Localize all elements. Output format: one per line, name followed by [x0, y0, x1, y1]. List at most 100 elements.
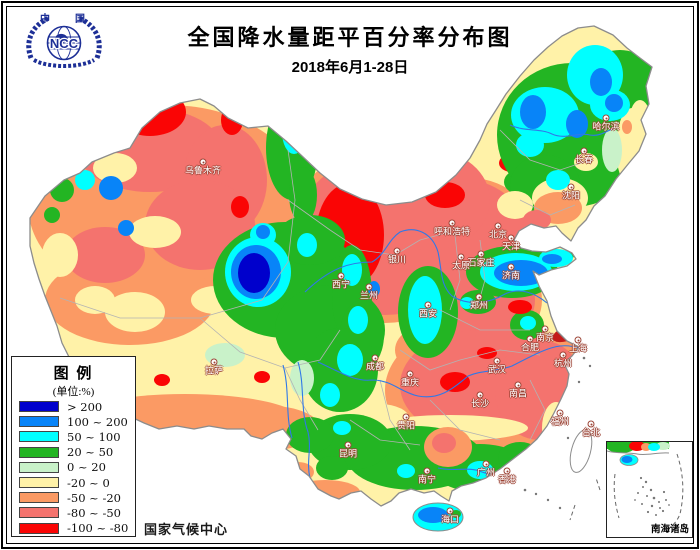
legend-row: 20 ~ 50: [12, 445, 135, 460]
city-label: 重庆: [400, 377, 420, 388]
city-marker: [503, 467, 511, 475]
city-label: 西安: [418, 308, 438, 319]
city-label: 南昌: [508, 388, 528, 399]
page-title: 全国降水量距平百分率分布图: [187, 25, 513, 50]
city-label: 贵阳: [396, 420, 416, 431]
legend-label: 100 ~ 200: [67, 414, 128, 429]
city-label: 海口: [440, 514, 460, 525]
legend-row: -80 ~ -50: [12, 505, 135, 520]
legend-swatch: [19, 401, 59, 413]
legend-row: 100 ~ 200: [12, 414, 135, 429]
city-label: 福州: [550, 416, 570, 427]
city-marker: [574, 336, 582, 344]
city-marker: [199, 158, 207, 166]
city-marker: [393, 247, 401, 255]
agency-credit: 国家气候中心: [144, 522, 229, 537]
city-marker: [402, 413, 410, 421]
city-label: 昆明: [338, 448, 358, 459]
city-marker: [602, 114, 610, 122]
city-label: 香港: [497, 474, 517, 485]
legend-swatch: [19, 446, 59, 458]
city-marker: [457, 253, 465, 261]
legend-label: -100 ~ -80: [67, 521, 129, 536]
city-marker: [344, 441, 352, 449]
south-china-sea-inset: 南海诸岛: [606, 441, 693, 538]
legend-label: -20 ~ 0: [67, 475, 110, 490]
legend-unit: (单位:%): [52, 386, 95, 398]
city-marker: [210, 358, 218, 366]
city-label: 太原: [451, 260, 471, 271]
city-label: 北京: [488, 229, 508, 240]
inset-islets: [634, 476, 670, 516]
legend-swatch: [19, 416, 59, 428]
city-marker: [477, 250, 485, 258]
city-label: 银川: [387, 254, 407, 265]
city-marker: [365, 283, 373, 291]
city-marker: [526, 335, 534, 343]
legend-label: 0 ~ 20: [67, 460, 106, 475]
city-label: 兰州: [359, 290, 379, 301]
legend-label: -80 ~ -50: [67, 505, 121, 520]
city-marker: [587, 420, 595, 428]
city-label: 合肥: [520, 342, 540, 353]
city-marker: [507, 263, 515, 271]
city-marker: [494, 222, 502, 230]
inset-label: 南海诸岛: [650, 525, 689, 535]
page-subtitle: 2018年6月1-28日: [291, 59, 409, 76]
legend-row: 50 ~ 100: [12, 429, 135, 444]
city-label: 武汉: [487, 364, 507, 375]
city-marker: [371, 354, 379, 362]
city-label: 天津: [501, 241, 521, 252]
logo-wreath-bottom: [33, 58, 95, 68]
legend-swatch: [19, 507, 59, 519]
city-marker: [493, 357, 501, 365]
legend-title: 图 例: [53, 366, 94, 382]
legend-label: 50 ~ 100: [67, 429, 121, 444]
city-label: 南京: [535, 332, 555, 343]
legend-row: 0 ~ 20: [12, 460, 135, 475]
legend-swatch: [19, 522, 59, 534]
china-coastline: [29, 25, 653, 507]
city-label: 南宁: [417, 474, 437, 485]
city-label: 郑州: [469, 300, 489, 311]
logo-acronym: NCC: [50, 36, 79, 51]
legend-swatch: [19, 461, 59, 473]
legend-swatch: [19, 492, 59, 504]
legend-label: 20 ~ 50: [67, 445, 114, 460]
city-marker: [514, 381, 522, 389]
legend-swatch: [19, 431, 59, 443]
legend-row: -50 ~ -20: [12, 490, 135, 505]
city-label: 长沙: [470, 398, 490, 409]
rivers: [282, 124, 616, 479]
city-marker: [406, 370, 414, 378]
city-marker: [475, 293, 483, 301]
offshore-islets: [523, 356, 601, 521]
city-label: 杭州: [553, 358, 573, 369]
city-label: 西宁: [331, 279, 351, 290]
city-label: 长春: [574, 154, 594, 165]
city-label: 台北: [581, 427, 601, 438]
city-marker: [423, 467, 431, 475]
legend-label: > 200: [67, 399, 103, 414]
city-label: 石家庄: [467, 257, 495, 268]
city-marker: [567, 183, 575, 191]
city-label: 沈阳: [561, 190, 581, 201]
city-label: 乌鲁木齐: [184, 165, 222, 176]
city-marker: [476, 391, 484, 399]
city-label: 上海: [568, 343, 588, 354]
city-label: 拉萨: [204, 365, 224, 376]
ncc-logo-emblem: 中 国 NCC: [26, 12, 102, 68]
city-marker: [580, 147, 588, 155]
legend-row: -100 ~ -80: [12, 521, 135, 536]
legend-swatch: [19, 477, 59, 489]
logo-landmass: [55, 33, 68, 43]
legend-row: -20 ~ 0: [12, 475, 135, 490]
taiwan-island: [569, 429, 593, 473]
city-marker: [448, 219, 456, 227]
city-marker: [541, 325, 549, 333]
city-label: 哈尔滨: [592, 121, 620, 132]
legend-box: 图 例 (单位:%) > 200 100 ~ 200 50 ~ 100 20 ~ 50…: [11, 356, 136, 537]
city-label: 成都: [365, 361, 385, 372]
city-marker: [559, 351, 567, 359]
